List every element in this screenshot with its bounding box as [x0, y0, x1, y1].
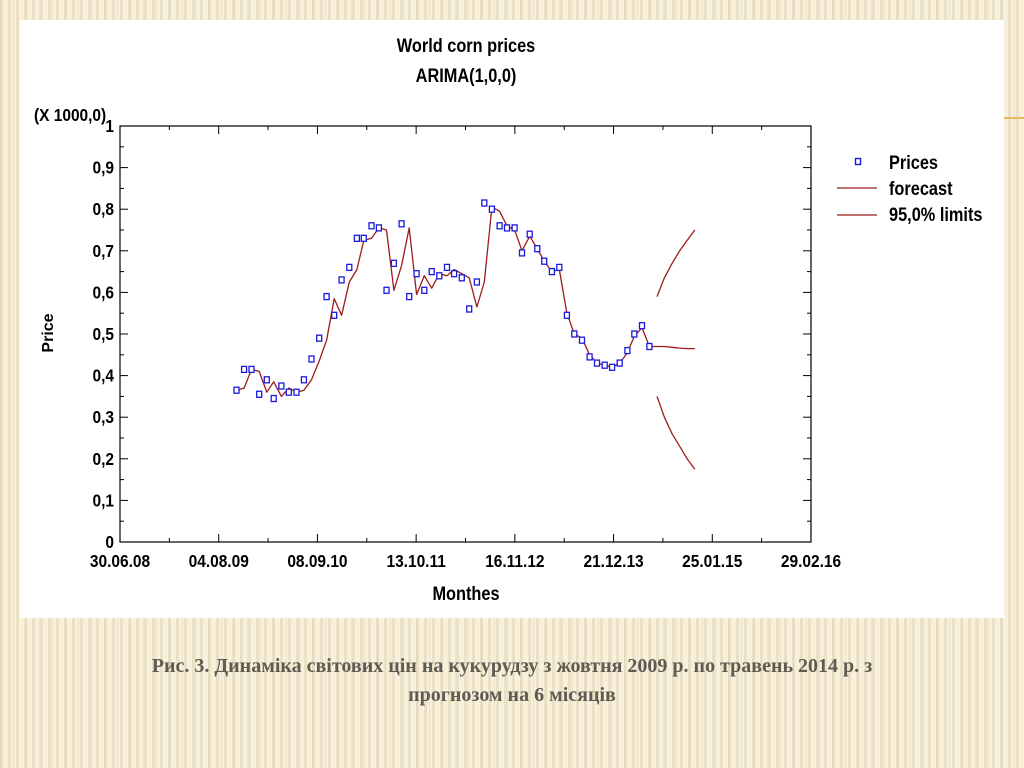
price-point [593, 359, 601, 367]
x-tick-label: 04.08.09 [189, 551, 249, 571]
price-point [638, 322, 646, 330]
y-tick-label: 0,8 [93, 199, 114, 219]
price-point [398, 220, 405, 228]
price-point [278, 382, 285, 390]
price-point [443, 263, 451, 272]
price-point [518, 249, 526, 257]
price-point [563, 311, 571, 319]
price-point [481, 199, 488, 207]
legend-limits-label: 95,0% limits [889, 204, 983, 225]
price-point [338, 276, 345, 284]
price-point [383, 286, 390, 294]
price-point [511, 224, 518, 232]
caption-line-2: прогнозом на 6 місяців [408, 684, 616, 706]
price-point [616, 359, 623, 367]
price-point [526, 230, 533, 238]
price-point [586, 353, 593, 361]
price-point [548, 267, 556, 276]
price-point [631, 330, 638, 338]
x-axis-label: Monthes [432, 583, 499, 604]
price-point [421, 286, 428, 294]
price-point [601, 361, 608, 369]
price-point [248, 365, 255, 374]
price-point [578, 336, 586, 344]
price-point [646, 342, 653, 351]
price-point [488, 205, 496, 213]
y-axis-label: Price [40, 313, 57, 352]
x-tick-label: 13.10.11 [386, 551, 445, 571]
legend-prices-marker [854, 157, 862, 166]
price-point [368, 222, 375, 230]
y-tick-label: 0,7 [93, 241, 114, 261]
y-tick-label: 0,4 [93, 366, 115, 386]
chart: World corn prices ARIMA(1,0,0) (X 1000,0… [34, 35, 983, 604]
price-point [270, 394, 277, 403]
price-point [406, 292, 413, 301]
x-tick-label: 16.11.12 [485, 551, 544, 571]
price-point [360, 234, 367, 242]
chart-subtitle: ARIMA(1,0,0) [416, 65, 517, 86]
slide-accent-line [1004, 117, 1024, 119]
price-point [263, 376, 270, 384]
y-multiplier-label: (X 1000,0) [34, 105, 106, 125]
price-point [323, 292, 330, 301]
price-point [503, 224, 511, 232]
y-tick-label: 0,5 [93, 324, 114, 344]
price-point [428, 267, 435, 276]
y-tick-label: 0,6 [93, 282, 114, 302]
price-point [624, 346, 631, 355]
price-point [473, 278, 481, 286]
price-point [285, 388, 292, 396]
price-point [390, 259, 398, 267]
price-point [571, 330, 578, 338]
y-tick-label: 0 [105, 532, 114, 552]
y-tick-label: 0,1 [93, 490, 114, 510]
legend-prices-label: Prices [889, 152, 938, 173]
price-point [346, 263, 353, 272]
price-point [240, 365, 248, 374]
price-point [458, 274, 465, 282]
forecast-line [236, 206, 695, 398]
price-point [541, 257, 548, 265]
y-tick-label: 0,2 [93, 449, 114, 469]
x-tick-label: 25.01.15 [682, 551, 742, 571]
legend-forecast-label: forecast [889, 178, 953, 199]
price-point [436, 272, 443, 280]
price-point [413, 270, 420, 278]
upper-limit-line [656, 229, 696, 297]
price-point [293, 388, 300, 396]
x-tick-label: 29.02.16 [781, 551, 841, 571]
price-point [496, 222, 503, 230]
price-point [300, 376, 308, 384]
price-point [331, 311, 338, 319]
price-point [316, 334, 323, 342]
price-point [556, 263, 563, 272]
price-point [375, 224, 383, 232]
plot-frame [119, 125, 812, 543]
y-tick-label: 0,9 [93, 158, 114, 178]
price-point [608, 363, 616, 371]
y-tick-label: 1 [105, 116, 114, 136]
x-tick-label: 30.06.08 [90, 551, 150, 571]
price-point [233, 386, 240, 394]
caption-line-1: Рис. 3. Динаміка світових цін на кукуруд… [151, 655, 873, 677]
price-point [256, 390, 263, 398]
price-point [308, 355, 315, 363]
price-point [534, 245, 541, 253]
price-point [466, 305, 473, 313]
x-tick-label: 21.12.13 [583, 551, 643, 571]
figure-caption: Рис. 3. Динаміка світових цін на кукуруд… [40, 652, 984, 710]
price-point [450, 270, 458, 278]
chart-title: World corn prices [397, 35, 536, 56]
lower-limit-line [656, 396, 696, 470]
chart-panel: World corn prices ARIMA(1,0,0) (X 1000,0… [20, 20, 1004, 618]
legend: Prices forecast 95,0% limits [837, 152, 983, 225]
y-tick-label: 0,3 [93, 407, 114, 427]
x-tick-label: 08.09.10 [287, 551, 347, 571]
price-point [353, 234, 361, 242]
